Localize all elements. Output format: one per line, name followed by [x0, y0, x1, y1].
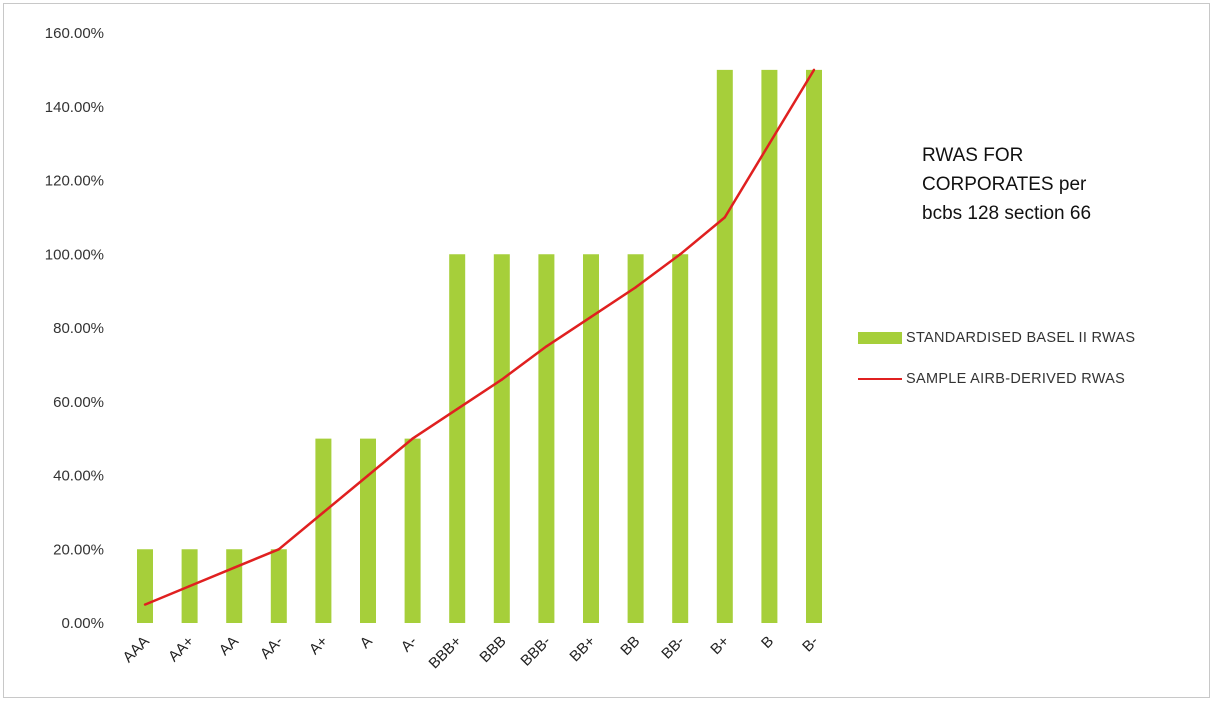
y-tick-label: 140.00% [45, 99, 104, 116]
airb-point-BB [634, 286, 637, 289]
bar-A [360, 438, 376, 623]
y-tick-label: 100.00% [45, 246, 104, 263]
airb-point-A- [411, 437, 414, 440]
y-tick-label: 120.00% [45, 173, 104, 190]
y-tick-label: 60.00% [53, 394, 104, 411]
legend-label-airb: SAMPLE AIRB-DERIVED RWAS [906, 371, 1126, 387]
bar-AAA [137, 549, 153, 623]
airb-point-B [768, 142, 771, 145]
bar-BB [627, 254, 644, 623]
airb-line [144, 69, 816, 606]
airb-point-B- [812, 68, 816, 72]
x-tick-label-AA-: AA- [257, 633, 287, 663]
chart-title: RWAS FOR CORPORATES per bcbs 128 section… [922, 145, 1092, 224]
bar-BB+ [583, 254, 599, 623]
y-axis-tick-labels: 0.00% 20.00% 40.00% 60.00% 80.00% 100.00% 120.… [45, 25, 104, 632]
bar-AA [226, 549, 243, 623]
airb-point-BB+ [589, 315, 593, 319]
legend-swatch-line [858, 378, 902, 380]
x-tick-label-BBB: BBB [476, 633, 509, 666]
line-series [143, 68, 816, 606]
chart-frame [3, 3, 1210, 698]
bar-BBB+ [449, 254, 466, 623]
legend-item-standardised: STANDARDISED BASEL II RWAS [858, 327, 1135, 349]
y-tick-label: 80.00% [53, 320, 104, 337]
x-tick-label-BB-: BB- [658, 633, 688, 663]
airb-point-BBB+ [456, 407, 459, 411]
airb-point-BBB [500, 378, 503, 381]
y-tick-label: 20.00% [53, 541, 104, 558]
y-tick-label: 160.00% [45, 25, 104, 42]
x-tick-label-B: B [758, 633, 777, 652]
x-tick-label-AA: AA [216, 633, 242, 659]
bar-BBB [493, 254, 510, 623]
x-tick-label-BB+: BB+ [566, 633, 599, 666]
legend-swatch-bar [858, 332, 902, 344]
airb-point-AAA [143, 603, 147, 606]
airb-point-A [366, 474, 370, 477]
x-tick-label-AAA: AAA [120, 633, 153, 666]
bar-A+ [315, 438, 332, 623]
x-tick-label-A-: A- [398, 633, 421, 656]
x-tick-label-A: A [357, 633, 376, 652]
x-tick-label-BB: BB [617, 633, 643, 659]
x-axis-tick-labels: AAA AA+ AA AA- A+ A A- BBB+ BBB BBB- BB+ BB BB- B+ B B- [120, 633, 822, 673]
x-tick-label-BBB-: BBB- [517, 633, 554, 670]
bar-B+ [716, 69, 733, 623]
airb-point-BB- [679, 253, 682, 256]
y-tick-label: 0.00% [61, 615, 104, 632]
airb-point-BBB- [545, 345, 548, 348]
airb-point-AA- [277, 548, 280, 551]
x-tick-label-AA+: AA+ [165, 633, 198, 666]
legend-item-airb: SAMPLE AIRB-DERIVED RWAS [858, 368, 1125, 390]
bar-BBB- [538, 254, 555, 623]
airb-point-AA+ [188, 584, 191, 588]
bar-BB- [672, 254, 689, 623]
bar-B [761, 69, 778, 623]
x-tick-label-A+: A+ [306, 633, 331, 658]
bar-B- [806, 69, 822, 623]
airb-point-A+ [322, 511, 325, 514]
bar-series [137, 69, 822, 623]
airb-point-AA [233, 566, 236, 569]
airb-point-B+ [723, 216, 726, 219]
x-tick-label-B-: B- [799, 633, 822, 656]
y-tick-label: 40.00% [53, 468, 104, 485]
x-tick-label-B+: B+ [707, 633, 732, 658]
legend-label-standardised: STANDARDISED BASEL II RWAS [906, 330, 1136, 346]
bar-AA- [270, 549, 287, 623]
x-tick-label-BBB+: BBB+ [426, 633, 466, 673]
bar-A- [404, 438, 421, 623]
